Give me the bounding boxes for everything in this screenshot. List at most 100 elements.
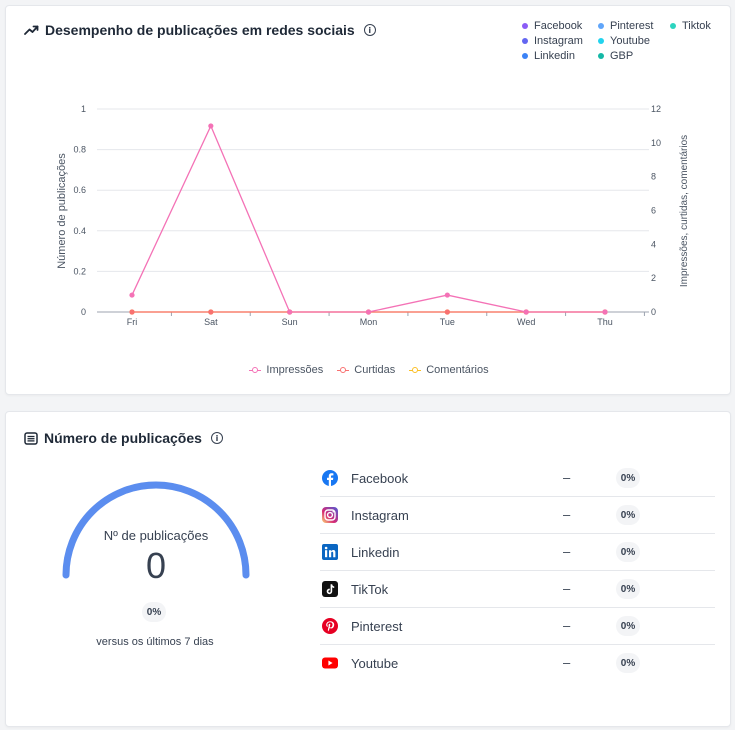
linkedin-icon [322,544,338,560]
network-percent-badge: 0% [616,579,640,599]
list-icon [24,431,38,445]
legend-item-linkedin[interactable]: Linkedin [522,50,598,62]
network-name: Facebook [351,471,409,486]
data-point [129,309,135,315]
legend-item-tiktok[interactable]: Tiktok [670,20,726,32]
x-tick-label: Mon [360,317,378,327]
network-count: – [563,507,571,522]
metric-legend-label: Comentários [426,364,489,376]
network-row-pinterest: Pinterest – 0% [320,608,715,645]
metric-legend: Impressões Curtidas Comentários [6,364,732,376]
legend-dot-icon [670,23,676,29]
y-tick-label: 0.2 [73,266,86,276]
network-legend: Facebook Pinterest Tiktok Instagram Youtube L… [522,20,726,62]
legend-item-pinterest[interactable]: Pinterest [598,20,670,32]
network-list: Facebook – 0% Instagram – 0% Linkedin – 0% TikTok… [320,460,715,682]
legend-dot-icon [598,38,604,44]
network-row-facebook: Facebook – 0% [320,460,715,497]
pinterest-icon [322,618,338,634]
data-point [208,309,214,315]
network-count: – [563,655,571,670]
legend-label: Instagram [534,35,583,47]
legend-dot-icon [598,23,604,29]
publications-gauge: Nº de publicações 0 [56,472,256,592]
legend-marker-icon [409,366,422,374]
legend-label: Tiktok [682,20,711,32]
network-name: Pinterest [351,619,403,634]
y-tick-label: 0.4 [73,226,86,236]
legend-label: GBP [610,50,634,62]
legend-dot-icon [598,53,604,59]
network-percent-badge: 0% [616,653,640,673]
gauge-value: 0 [145,545,167,586]
data-point [287,309,293,315]
y2-tick-label: 8 [651,172,656,182]
performance-card: Desempenho de publicações em redes socia… [5,5,731,395]
trending-up-icon [24,24,39,36]
legend-item-instagram[interactable]: Instagram [522,35,598,47]
data-point [365,309,372,315]
info-icon[interactable]: i [363,24,376,36]
gauge-change-badge: 0% [142,602,166,622]
network-name: Linkedin [351,545,400,560]
legend-item-youtube[interactable]: Youtube [598,35,670,47]
performance-title: Desempenho de publicações em redes socia… [45,22,355,38]
metric-legend-item[interactable]: Curtidas [337,364,395,376]
network-count: – [563,544,571,559]
publications-title: Número de publicações [44,430,202,446]
network-percent-badge: 0% [616,468,640,488]
data-point [444,309,450,315]
x-tick-label: Fri [127,317,138,327]
x-tick-label: Thu [597,317,613,327]
youtube-icon [322,655,338,671]
series-line-impressões [131,124,605,313]
performance-title-row: Desempenho de publicações em redes socia… [24,22,376,38]
legend-label: Facebook [534,20,583,32]
legend-label: Linkedin [534,50,575,62]
y2-tick-label: 0 [651,307,656,317]
network-name: Instagram [351,508,409,523]
x-tick-label: Tue [440,317,455,327]
network-count: – [563,618,571,633]
metric-legend-label: Impressões [266,364,324,376]
legend-item-facebook[interactable]: Facebook [522,20,598,32]
legend-label: Youtube [610,35,650,47]
x-tick-label: Sun [282,317,298,327]
network-row-youtube: Youtube – 0% [320,645,715,682]
y-tick-label: 1 [81,104,86,114]
legend-marker-icon [337,366,350,374]
data-point [602,309,608,315]
metric-legend-label: Curtidas [354,364,396,376]
y2-tick-label: 10 [651,138,661,148]
network-count: – [563,581,571,596]
metric-legend-item[interactable]: Comentários [409,364,489,376]
data-point [208,123,214,129]
network-count: – [563,470,571,485]
y-tick-label: 0 [81,307,86,317]
y2-tick-label: 2 [651,273,656,283]
network-row-linkedin: Linkedin – 0% [320,534,715,571]
publications-card: Número de publicações i Nº de publicaçõe… [5,411,731,727]
network-name: TikTok [351,582,389,597]
publications-title-row: Número de publicações i [24,430,223,446]
gauge-arc [62,481,250,579]
data-point [444,292,450,298]
network-row-instagram: Instagram – 0% [320,497,715,534]
comparison-text: versus os últimos 7 dias [96,636,214,648]
legend-dot-icon [522,38,528,44]
metric-legend-item[interactable]: Impressões [249,364,323,376]
legend-marker-icon [249,366,262,374]
network-percent-badge: 0% [616,616,640,636]
y-tick-label: 0.6 [73,185,86,195]
network-percent-badge: 0% [616,505,640,525]
data-point [523,309,529,315]
instagram-icon [322,507,338,523]
legend-dot-icon [522,53,528,59]
legend-item-gbp[interactable]: GBP [598,50,670,62]
x-tick-label: Wed [517,317,535,327]
legend-dot-icon [522,23,528,29]
info-icon[interactable]: i [210,432,223,444]
network-percent-badge: 0% [616,542,640,562]
y2-tick-label: 12 [651,104,661,114]
